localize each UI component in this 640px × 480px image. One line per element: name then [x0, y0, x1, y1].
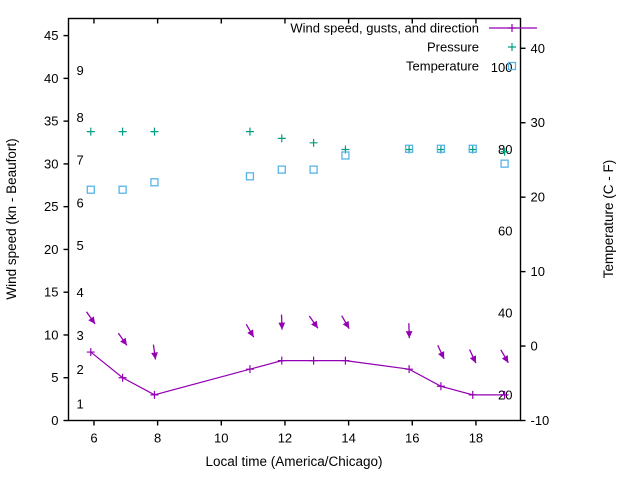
y2-tick-label: 10	[531, 264, 545, 279]
legend-marker	[508, 43, 516, 51]
wind-marker	[118, 373, 127, 382]
temperature-marker	[86, 185, 95, 194]
temperature-marker	[277, 165, 286, 174]
x-tick-label: 16	[405, 431, 419, 446]
fahrenheit-label: 60	[498, 224, 512, 239]
wind-direction-arrow	[468, 349, 477, 364]
beaufort-label: 3	[77, 328, 84, 343]
temperature-marker	[150, 178, 159, 187]
wind-direction-arrow	[245, 323, 255, 338]
fahrenheit-label: 80	[498, 142, 512, 157]
temperature-marker	[404, 144, 414, 153]
legend-label: Temperature	[406, 59, 479, 74]
y-tick-label: 10	[44, 327, 58, 342]
wind-marker	[405, 365, 414, 374]
wind-marker	[341, 356, 350, 365]
y2-tick-label: 20	[531, 190, 545, 205]
x-tick-label: 6	[90, 431, 97, 446]
pressure-marker	[309, 138, 318, 147]
series-open-square	[86, 144, 509, 194]
y-tick-label: 15	[44, 285, 58, 300]
legend-label: Pressure	[427, 40, 479, 55]
temperature-marker	[245, 172, 255, 181]
temperature-marker	[436, 144, 446, 153]
wind-marker	[277, 356, 286, 365]
wind-direction-arrow	[405, 323, 413, 339]
wind-marker	[436, 382, 445, 391]
y2-tick-label: 40	[531, 41, 545, 56]
temperature-marker	[468, 144, 477, 153]
y-axis-title: Wind speed (kn - Beaufort)	[4, 138, 19, 299]
y-tick-label: 40	[44, 71, 58, 86]
pressure-marker	[150, 127, 159, 136]
wind-direction-arrow	[341, 315, 350, 329]
x-tick-label: 10	[214, 431, 228, 446]
y-tick-label: 30	[44, 156, 58, 171]
beaufort-label: 7	[77, 153, 84, 168]
temperature-marker	[341, 151, 350, 160]
pressure-marker	[118, 127, 127, 136]
pressure-marker	[500, 147, 509, 156]
wind-direction-arrow	[117, 332, 128, 346]
beaufort-label: 1	[77, 396, 84, 411]
beaufort-label: 2	[77, 362, 84, 377]
legend-label: Wind speed, gusts, and direction	[290, 21, 479, 36]
beaufort-scale-labels: 1 2 3 4 5 6 7 8 9	[77, 63, 84, 412]
x-tick-label: 12	[278, 431, 292, 446]
wind-marker	[150, 390, 159, 399]
x-axis-ticks: 6 8 10 12 14 16 18	[90, 18, 483, 446]
wind-marker	[468, 390, 477, 399]
y2-axis-ticks: -10 0 10 20 30 40	[520, 41, 550, 428]
beaufort-label: 8	[77, 110, 84, 125]
temperature-marker	[309, 165, 318, 174]
beaufort-label: 5	[77, 238, 84, 253]
y-tick-label: 35	[44, 114, 58, 129]
y-tick-label: 25	[44, 199, 58, 214]
y-axis-ticks: 0 5 10 15 20 25 30 35 40 45	[44, 28, 69, 428]
wind-direction-arrow	[85, 311, 96, 325]
pressure-marker	[245, 127, 254, 136]
wind-direction-arrow	[437, 345, 445, 360]
y-tick-label: 5	[51, 370, 58, 385]
beaufort-label: 9	[77, 63, 84, 78]
wind-direction-arrow	[308, 315, 319, 329]
data-series-layer	[86, 127, 509, 399]
fahrenheit-label: 100	[491, 60, 513, 75]
temperature-marker	[500, 159, 509, 168]
wind-direction-arrow	[500, 349, 509, 364]
y-tick-label: 20	[44, 242, 58, 257]
wind-direction-arrow	[278, 314, 286, 330]
wind-marker	[245, 365, 254, 374]
series-plus	[86, 127, 509, 156]
beaufort-label: 6	[77, 195, 84, 210]
wind-direction-arrow	[151, 344, 158, 360]
wind-direction-arrow-layer	[85, 311, 509, 364]
beaufort-label: 4	[77, 285, 84, 300]
wind-marker	[309, 356, 318, 365]
wind-marker	[500, 390, 509, 399]
temperature-marker	[118, 185, 127, 194]
y2-tick-label: -10	[531, 413, 550, 428]
x-tick-label: 18	[469, 431, 483, 446]
x-axis-title: Local time (America/Chicago)	[205, 454, 382, 469]
y-tick-label: 0	[51, 413, 58, 428]
x-tick-label: 14	[341, 431, 355, 446]
y2-tick-label: 30	[531, 115, 545, 130]
y2-axis-title: Temperature (C - F)	[601, 160, 616, 279]
x-tick-label: 8	[154, 431, 161, 446]
plot-frame	[67, 17, 522, 422]
series-cross-line	[86, 348, 509, 399]
legend-marker	[507, 61, 517, 71]
pressure-marker	[277, 134, 286, 143]
legend-marker	[508, 24, 516, 32]
wind-marker	[86, 348, 95, 357]
y2-tick-label: 0	[531, 339, 538, 354]
fahrenheit-label: 40	[498, 306, 512, 321]
y-tick-label: 45	[44, 28, 58, 43]
pressure-marker	[86, 127, 95, 136]
legend: Wind speed, gusts, and direction Pressure…	[290, 21, 537, 74]
